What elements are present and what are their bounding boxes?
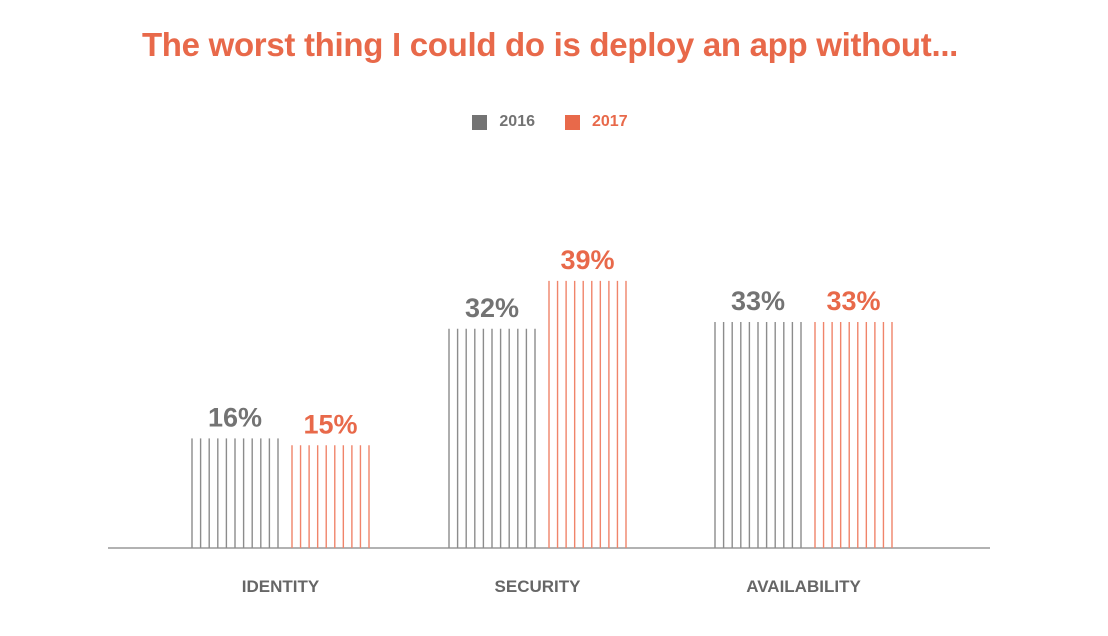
legend-swatch-2016 <box>472 114 488 130</box>
category-label-availability: AVAILABILITY <box>746 577 861 596</box>
bar-availability-2017 <box>814 321 893 548</box>
data-label-identity-2016: 16% <box>208 402 262 432</box>
bar-security-2016 <box>448 328 536 548</box>
bar-availability-2016 <box>714 321 802 548</box>
data-label-availability-2016: 33% <box>731 286 785 316</box>
legend-item-2017: 2017 <box>565 113 628 131</box>
bar-identity-2016 <box>191 438 279 548</box>
data-label-identity-2017: 15% <box>303 409 357 439</box>
data-label-security-2017: 39% <box>560 245 614 275</box>
category-label-security: SECURITY <box>495 577 582 596</box>
chart-title: The worst thing I could do is deploy an … <box>141 26 959 63</box>
category-label-identity: IDENTITY <box>242 577 320 596</box>
legend-label-2016: 2016 <box>499 113 535 130</box>
data-label-security-2016: 32% <box>465 293 519 323</box>
legend-swatch-2017 <box>565 114 580 130</box>
data-label-availability-2017: 33% <box>826 286 880 316</box>
legend-label-2017: 2017 <box>592 113 628 130</box>
legend-item-2016: 2016 <box>472 113 535 131</box>
bar-security-2017 <box>548 280 627 548</box>
legend: 2016 2017 <box>0 113 1100 131</box>
bar-identity-2017 <box>291 445 370 548</box>
